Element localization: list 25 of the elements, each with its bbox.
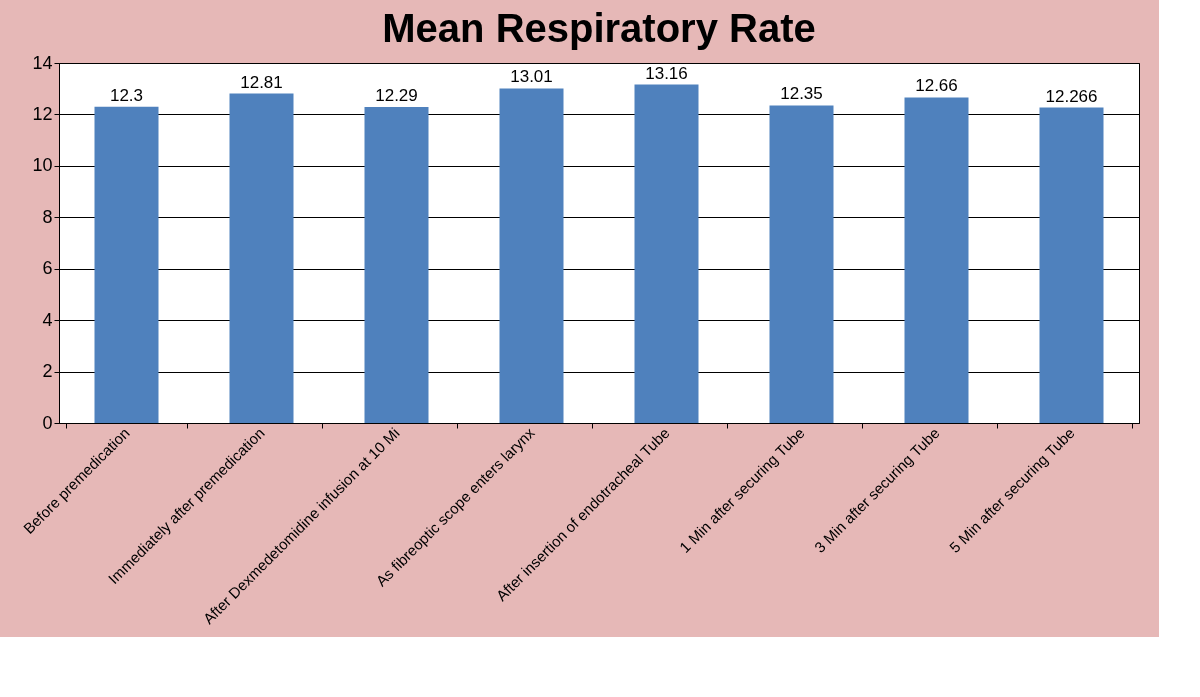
data-label: 12.81 bbox=[240, 72, 283, 92]
y-tick-label: 0 bbox=[42, 412, 53, 433]
data-label: 12.35 bbox=[780, 84, 823, 104]
y-tick-label: 10 bbox=[32, 155, 53, 176]
bar bbox=[769, 105, 834, 423]
bar bbox=[94, 106, 159, 423]
bar bbox=[1039, 107, 1104, 423]
y-tick-label: 8 bbox=[42, 206, 53, 227]
bar bbox=[904, 97, 969, 423]
data-label: 13.16 bbox=[645, 63, 688, 83]
y-tick-label: 6 bbox=[42, 258, 53, 279]
data-label: 12.29 bbox=[375, 85, 418, 105]
bar bbox=[364, 106, 429, 423]
y-tick-label: 2 bbox=[42, 361, 53, 382]
y-tick-label: 4 bbox=[42, 309, 53, 330]
data-label: 12.66 bbox=[915, 76, 958, 96]
chart-title: Mean Respiratory Rate bbox=[382, 6, 816, 50]
y-tick-label: 14 bbox=[32, 52, 53, 73]
data-label: 13.01 bbox=[510, 67, 553, 87]
bar bbox=[499, 88, 564, 423]
data-label: 12.3 bbox=[109, 85, 144, 105]
y-tick-label: 12 bbox=[32, 103, 53, 124]
data-label: 12.266 bbox=[1045, 86, 1098, 106]
bar bbox=[634, 84, 699, 423]
bar bbox=[229, 93, 294, 423]
